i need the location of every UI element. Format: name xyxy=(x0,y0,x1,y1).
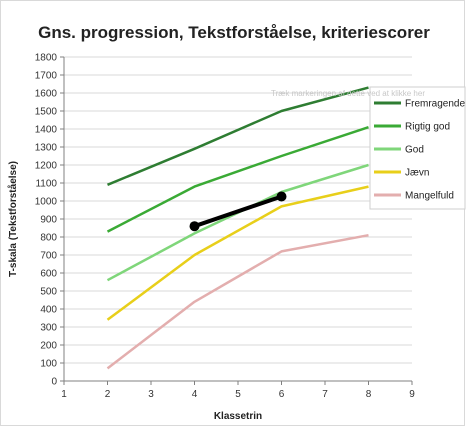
y-tick-label: 1400 xyxy=(35,125,58,136)
axes: 0 100 200 300 400 500 600 700 800 900 1000 1100 1200… xyxy=(35,53,415,401)
y-tick-label: 100 xyxy=(40,359,57,370)
highlight-line xyxy=(193,194,283,229)
legend: Træk markeringen af dette ved at klikke … xyxy=(271,86,466,210)
legend-label: God xyxy=(405,145,424,156)
x-tick-label: 5 xyxy=(235,389,241,400)
chart-title: Gns. progression, Tekstforståelse, krite… xyxy=(38,23,430,42)
x-tick-label: 8 xyxy=(366,389,372,400)
x-tick-label: 3 xyxy=(148,389,154,400)
y-tick-label: 1300 xyxy=(35,143,58,154)
x-tick-label: 1 xyxy=(61,389,67,400)
x-axis-title: Klassetrin xyxy=(214,411,262,422)
highlight-series xyxy=(189,191,287,232)
y-tick-label: 1000 xyxy=(35,197,58,208)
y-tick-label: 1500 xyxy=(35,107,58,118)
series-line xyxy=(106,185,369,321)
x-tick-label: 2 xyxy=(105,389,111,400)
legend-label: Fremragende xyxy=(405,99,465,110)
highlight-point xyxy=(189,221,200,232)
y-tick-label: 1800 xyxy=(35,53,58,64)
series-line xyxy=(106,126,369,233)
y-tick-label: 1700 xyxy=(35,71,58,82)
y-tick-label: 700 xyxy=(40,251,57,262)
y-tick-label: 400 xyxy=(40,305,57,316)
legend-label: Mangelfuld xyxy=(405,191,454,202)
series-line xyxy=(107,86,369,186)
y-tick-label: 300 xyxy=(40,323,57,334)
gridlines xyxy=(64,56,412,382)
y-tick-label: 200 xyxy=(40,341,57,352)
series-lines xyxy=(106,86,369,370)
series-line xyxy=(106,233,369,370)
y-tick-label: 0 xyxy=(51,377,57,388)
x-tick-label: 4 xyxy=(192,389,198,400)
y-tick-label: 800 xyxy=(40,233,57,244)
legend-label: Jævn xyxy=(405,168,429,179)
series-line xyxy=(106,163,369,282)
x-tick-label: 7 xyxy=(322,389,328,400)
legend-items: Fremragende Rigtig god God Jævn Mangelfuld xyxy=(374,99,465,202)
overlay-hint-text: Træk markeringen af dette ved at klikke … xyxy=(271,89,425,98)
legend-label: Rigtig god xyxy=(405,122,450,133)
y-tick-label: 1200 xyxy=(35,161,58,172)
y-tick-label: 900 xyxy=(40,215,57,226)
y-tick-label: 1100 xyxy=(35,179,57,190)
x-tick-label: 6 xyxy=(279,389,285,400)
y-tick-label: 1600 xyxy=(35,89,58,100)
y-tick-label: 500 xyxy=(40,287,57,298)
highlight-point xyxy=(276,191,287,202)
y-axis-title: T-skala (Tekstforståelse) xyxy=(7,161,19,277)
y-tick-label: 600 xyxy=(40,269,57,280)
x-tick-label: 9 xyxy=(409,389,415,400)
